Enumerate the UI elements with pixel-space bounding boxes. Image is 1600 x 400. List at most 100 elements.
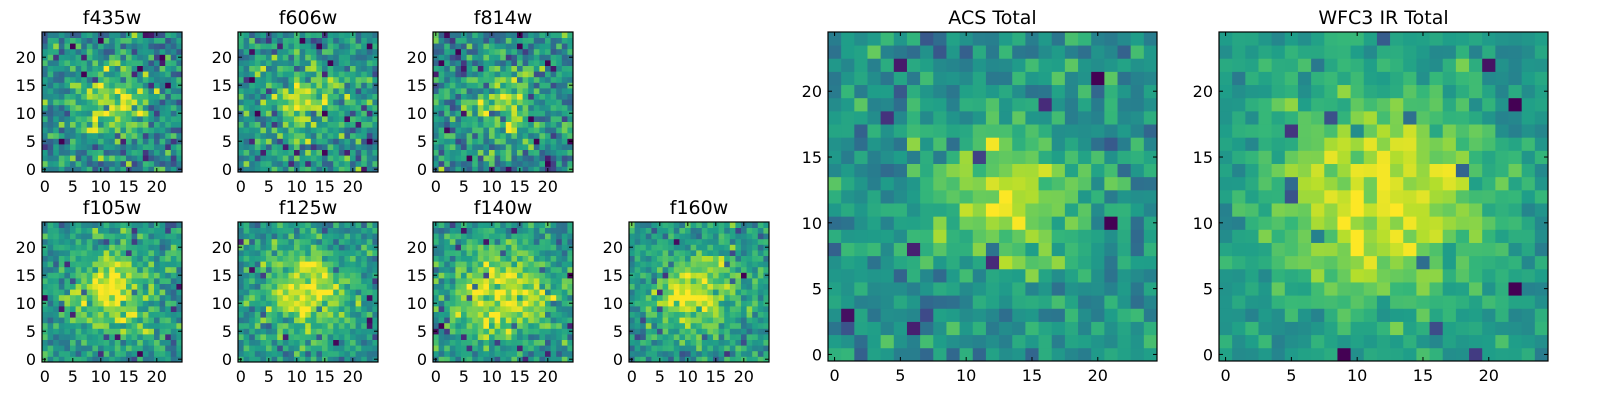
- heatmap-cell: [243, 166, 250, 173]
- heatmap-cell: [522, 311, 529, 318]
- heatmap-cell: [165, 261, 172, 268]
- heatmap-cell: [505, 104, 512, 111]
- heatmap-cell: [305, 300, 312, 307]
- heatmap-cell: [350, 121, 356, 128]
- heatmap-cell: [1078, 216, 1092, 230]
- heatmap-cell: [556, 110, 563, 117]
- heatmap-cell: [690, 272, 697, 279]
- heatmap-cell: [505, 306, 512, 312]
- heatmap-cell: [165, 272, 172, 279]
- heatmap-cell: [433, 311, 439, 318]
- heatmap-cell: [154, 127, 160, 134]
- y-tick-label: 15: [407, 76, 427, 95]
- heatmap-cell: [455, 104, 462, 111]
- heatmap-cell: [142, 272, 149, 279]
- heatmap-cell: [696, 250, 703, 256]
- heatmap-cell: [254, 278, 261, 284]
- heatmap-cell: [154, 317, 160, 324]
- heatmap-cell: [109, 138, 116, 145]
- heatmap-cell: [757, 222, 764, 228]
- heatmap-cell: [1064, 295, 1079, 309]
- heatmap-cell: [109, 238, 116, 245]
- x-tick-label: 20: [734, 367, 754, 386]
- heatmap-cell: [120, 93, 127, 100]
- heatmap-cell: [466, 104, 473, 111]
- heatmap-cell: [333, 160, 340, 167]
- heatmap-cell: [282, 71, 289, 78]
- heatmap-cell: [333, 345, 340, 352]
- heatmap-cell: [64, 144, 71, 150]
- heatmap-cell: [718, 356, 725, 363]
- heatmap-cell: [98, 110, 104, 117]
- heatmap-cell: [640, 278, 647, 284]
- heatmap-cell: [64, 261, 71, 268]
- heatmap-cell: [137, 311, 144, 318]
- heatmap-cell: [550, 138, 557, 145]
- x-tick-label: 20: [147, 367, 167, 386]
- heatmap-cell: [142, 306, 149, 312]
- heatmap-cell: [713, 334, 719, 340]
- heatmap-cell: [690, 289, 697, 296]
- heatmap-cell: [327, 160, 334, 167]
- heatmap-cell: [260, 166, 267, 173]
- heatmap-cell: [176, 339, 183, 346]
- heatmap-cell: [98, 322, 104, 329]
- heatmap-cell: [735, 345, 742, 352]
- heatmap-cell: [528, 155, 535, 162]
- heatmap-cell: [567, 311, 574, 318]
- heatmap-cell: [137, 144, 144, 150]
- heatmap-cell: [86, 278, 93, 284]
- heatmap-cell: [53, 278, 60, 284]
- heatmap-cell: [170, 132, 177, 139]
- axes-frame: [628, 221, 770, 363]
- heatmap-cell: [522, 356, 529, 363]
- heatmap-cell: [757, 244, 764, 251]
- heatmap-cell: [500, 334, 507, 340]
- heatmap-cell: [539, 255, 546, 262]
- heatmap-cell: [243, 339, 250, 346]
- y-tick-label: 15: [603, 266, 623, 285]
- heatmap-cell: [752, 227, 759, 234]
- heatmap-cell: [355, 88, 362, 94]
- heatmap-cell: [170, 116, 177, 122]
- heatmap-cell: [249, 104, 256, 111]
- heatmap-cell: [696, 300, 703, 307]
- heatmap-cell: [75, 244, 82, 251]
- heatmap-cell: [511, 227, 518, 234]
- heatmap-cell: [92, 238, 99, 245]
- heatmap-cell: [126, 43, 132, 50]
- heatmap-cell: [103, 289, 110, 296]
- heatmap-cell: [170, 345, 177, 352]
- heatmap-cell: [103, 222, 110, 228]
- heatmap-cell: [165, 110, 172, 117]
- heatmap-cell: [920, 347, 934, 362]
- heatmap-cell: [159, 116, 166, 122]
- heatmap-cell: [690, 328, 697, 335]
- heatmap-cell: [266, 311, 272, 318]
- heatmap-cell: [533, 71, 540, 78]
- heatmap-cell: [713, 289, 719, 296]
- heatmap-cell: [561, 238, 568, 245]
- heatmap-cell: [657, 266, 663, 273]
- heatmap-cell: [696, 334, 703, 340]
- heatmap-cell: [254, 306, 261, 312]
- heatmap-cell: [310, 322, 317, 329]
- heatmap-cell: [455, 60, 462, 66]
- heatmap-cell: [294, 339, 300, 346]
- heatmap-cell: [556, 88, 563, 94]
- heatmap-cell: [561, 138, 568, 145]
- heatmap-cell: [972, 176, 987, 191]
- heatmap-cell: [282, 339, 289, 346]
- heatmap-cell: [741, 283, 747, 290]
- heatmap-cell: [350, 110, 356, 117]
- heatmap-cell: [517, 227, 523, 234]
- heatmap-cell: [472, 294, 479, 301]
- heatmap-cell: [165, 345, 172, 352]
- heatmap-cell: [500, 144, 507, 150]
- heatmap-cell: [344, 99, 351, 106]
- heatmap-cell: [701, 272, 708, 279]
- heatmap-cell: [701, 345, 708, 352]
- heatmap-cell: [1051, 216, 1066, 230]
- heatmap-cell: [433, 104, 439, 111]
- heatmap-cell: [58, 76, 65, 83]
